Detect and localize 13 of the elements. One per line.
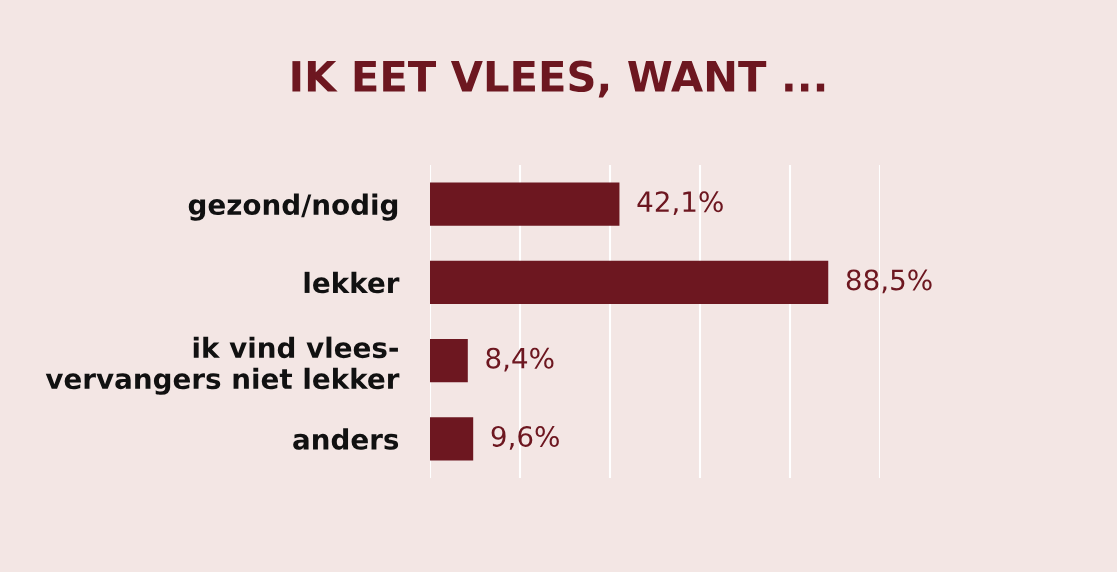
bar — [430, 339, 468, 383]
data-label: 42,1% — [637, 191, 723, 216]
y-tick-label: anders — [293, 428, 399, 450]
y-tick-label: lekker — [304, 271, 400, 294]
bar — [430, 260, 829, 304]
data-label: 9,6% — [491, 425, 559, 450]
data-label: 88,5% — [846, 269, 932, 294]
y-tick-label: gezond/nodig — [188, 193, 398, 221]
data-label: 8,4% — [486, 347, 554, 372]
chart-title: IK EET VLEES, WANT ... — [292, 60, 825, 98]
bar — [430, 417, 474, 461]
y-tick-label: ik vind vlees- vervangers niet lekker — [45, 336, 400, 395]
bar — [430, 182, 620, 226]
